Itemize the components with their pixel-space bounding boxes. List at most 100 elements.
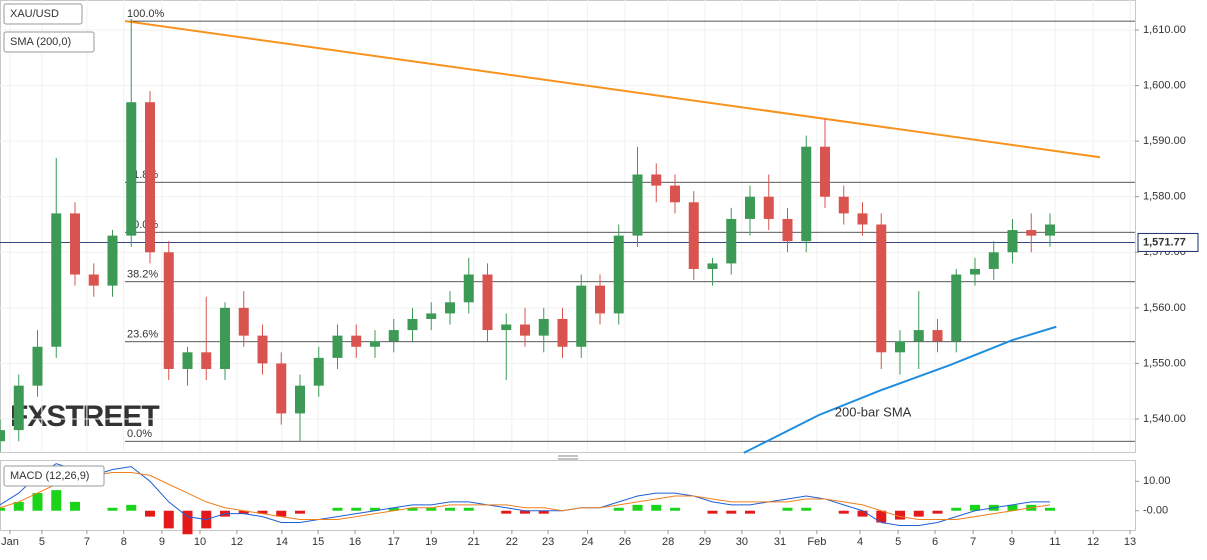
x-tick-label: 9 <box>159 536 165 548</box>
macd-histogram-bar <box>463 507 474 511</box>
y-tick-label: 1,560.00 <box>1143 302 1186 314</box>
macd-histogram-bar <box>726 510 737 514</box>
macd-label: MACD (12,26,9) <box>10 470 89 482</box>
macd-line <box>0 463 1050 526</box>
macd-histogram-bar <box>107 507 118 511</box>
last-price-box <box>1137 232 1199 252</box>
x-tick-label: 11 <box>1049 536 1060 548</box>
candle-body <box>745 196 755 219</box>
macd-histogram-bar <box>501 510 512 514</box>
macd-histogram-bar <box>651 504 662 511</box>
candle-body <box>595 285 605 314</box>
x-tick-label: Jan <box>1 536 19 548</box>
x-tick-label: 5 <box>895 536 901 548</box>
x-tick-label: 8 <box>121 536 127 548</box>
candle-body <box>220 307 230 369</box>
x-tick-label: 10 <box>194 536 206 548</box>
macd-histogram-bar <box>801 507 812 511</box>
macd-histogram-bar <box>951 507 962 511</box>
macd-histogram-bar <box>70 501 80 511</box>
candle-body <box>445 302 455 314</box>
x-tick-label: 22 <box>506 536 518 548</box>
x-tick-label: 12 <box>1087 536 1099 548</box>
macd-tick-label: -0.00 <box>1143 505 1168 517</box>
candle-body <box>388 330 399 342</box>
x-tick-label: 29 <box>699 536 711 548</box>
candle-body <box>613 235 624 314</box>
macd-histogram-bar <box>876 510 887 523</box>
candle-body <box>782 218 793 242</box>
candle-body <box>13 385 24 431</box>
x-tick-label: 16 <box>349 536 361 548</box>
candle-body <box>632 174 643 236</box>
sma-label: 200-bar SMA <box>835 405 912 420</box>
candle-body <box>913 330 924 342</box>
macd-histogram-bar <box>257 510 268 514</box>
candle-body <box>463 274 474 303</box>
y-tick-label: 1,540.00 <box>1143 413 1186 425</box>
macd-histogram-bar <box>895 510 905 520</box>
y-tick-label: 1,550.00 <box>1143 357 1186 369</box>
macd-histogram-bar <box>332 507 343 511</box>
candle-body <box>876 224 887 353</box>
symbol-label-box <box>3 3 83 25</box>
x-tick-label: 12 <box>231 536 243 548</box>
x-tick-label: 6 <box>932 536 938 548</box>
x-tick-label: 7 <box>970 536 976 548</box>
macd-histogram-bar <box>857 510 868 517</box>
macd-histogram-bar <box>351 507 362 511</box>
macd-histogram-bar <box>51 490 62 511</box>
x-tick-label: 24 <box>581 536 593 548</box>
macd-histogram-bar <box>745 510 755 514</box>
macd-histogram-bar <box>370 507 380 511</box>
candle-body <box>107 235 118 286</box>
x-tick-label: 13 <box>1124 536 1136 548</box>
candle-body <box>70 213 80 275</box>
signal-line <box>0 471 1051 521</box>
fib-label: 38.2% <box>127 269 158 281</box>
macd-histogram-bar <box>970 504 980 511</box>
macd-histogram-bar <box>182 510 193 535</box>
macd-histogram-bar <box>613 507 624 511</box>
macd-histogram-bar <box>0 507 5 511</box>
macd-tick-label: 10.00 <box>1143 475 1171 487</box>
macd-histogram-bar <box>520 510 530 514</box>
candle-body <box>295 385 305 414</box>
candle-body <box>351 335 362 347</box>
candle-body <box>407 318 418 331</box>
macd-histogram-bar <box>838 510 849 514</box>
macd-histogram-bar <box>163 510 174 529</box>
candle-body <box>182 352 193 369</box>
candle-body <box>332 335 343 358</box>
candle-body <box>557 318 568 347</box>
candle-body <box>820 146 830 197</box>
candle-body <box>932 330 943 342</box>
candle-body <box>276 363 287 414</box>
macd-histogram-bar <box>426 507 437 511</box>
macd-histogram-bar <box>670 507 680 511</box>
macd-histogram-bar <box>388 507 399 511</box>
candle-body <box>51 213 62 347</box>
fib-label: 23.6% <box>127 329 158 341</box>
x-tick-label: 21 <box>468 536 480 548</box>
x-tick-label: 26 <box>619 536 631 548</box>
x-tick-label: 31 <box>774 536 786 548</box>
candle-body <box>838 196 849 214</box>
candle-body <box>801 146 812 242</box>
sma-line <box>743 325 1057 454</box>
macd-histogram-bar <box>1045 507 1055 511</box>
candle-body <box>370 341 380 347</box>
x-tick-label: 19 <box>425 536 437 548</box>
candle-body <box>1045 224 1055 236</box>
candle-body <box>951 274 962 342</box>
macd-histogram-bar <box>32 493 43 511</box>
x-tick-label: 9 <box>1009 536 1015 548</box>
candle-body <box>651 174 662 186</box>
x-tick-label: Feb <box>807 536 826 548</box>
last-price-label: 1,571.77 <box>1143 236 1186 248</box>
fib-label: 0.0% <box>127 428 152 440</box>
x-tick-label: 23 <box>542 536 554 548</box>
candle-body <box>163 252 174 369</box>
price-panel <box>0 0 1136 453</box>
indicator-label: SMA (200,0) <box>10 36 71 48</box>
